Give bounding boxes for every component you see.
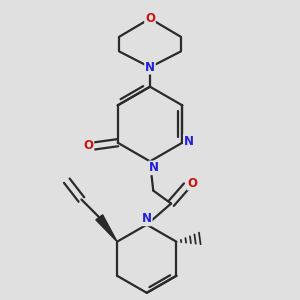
Text: O: O [83, 140, 94, 152]
Polygon shape [96, 215, 117, 242]
Text: N: N [145, 61, 155, 74]
Text: N: N [149, 161, 159, 174]
Text: O: O [145, 12, 155, 25]
Text: O: O [188, 177, 197, 190]
Text: N: N [184, 135, 194, 148]
Text: N: N [142, 212, 152, 225]
